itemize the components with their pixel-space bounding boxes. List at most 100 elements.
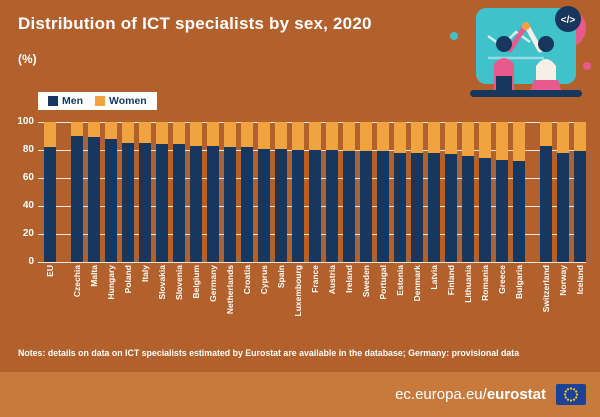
bar-column <box>479 122 491 262</box>
bar-men-segment <box>139 143 151 262</box>
bar-men-segment <box>377 151 389 262</box>
bar-men-segment <box>411 152 423 262</box>
bar-column <box>122 122 134 262</box>
bar-column <box>292 122 304 262</box>
x-axis-label: Iceland <box>575 265 585 295</box>
code-icon: </> <box>555 6 581 32</box>
footer-url-bold: eurostat <box>486 386 546 403</box>
bar-women-segment <box>224 122 236 148</box>
y-axis-tick-label: 60 <box>22 172 34 183</box>
x-axis-label: Netherlands <box>225 265 235 315</box>
bar-women-segment <box>122 122 134 143</box>
x-axis-label: Greece <box>497 265 507 294</box>
bar-column <box>105 122 117 262</box>
x-axis-label: Estonia <box>395 265 405 296</box>
bar-men-segment <box>394 152 406 262</box>
notes-text: Notes: details on data on ICT specialist… <box>18 348 520 358</box>
bar-women-segment <box>309 122 321 150</box>
footer-band: ec.europa.eu/eurostat <box>0 372 600 417</box>
bar-women-segment <box>326 122 338 150</box>
bar-men-segment <box>173 144 185 262</box>
bar-column <box>173 122 185 262</box>
x-axis-label: Norway <box>558 265 568 296</box>
x-axis-label: Spain <box>276 265 286 289</box>
xlabels-row: EU Czechia Malta Hungary Poland Italy Slovakia… <box>38 265 586 345</box>
bar-column <box>309 122 321 262</box>
bar-women-segment <box>557 122 569 153</box>
bar-column <box>139 122 151 262</box>
bar-men-segment <box>343 151 355 262</box>
bar-column <box>44 122 56 262</box>
bar-men-segment <box>207 145 219 262</box>
bar-column <box>360 122 372 262</box>
bar-column <box>574 122 586 262</box>
bar-column <box>496 122 508 262</box>
eu-flag-logo <box>556 384 586 405</box>
bar-men-segment <box>122 143 134 262</box>
bar-women-segment <box>292 122 304 150</box>
x-axis-label: Portugal <box>378 265 388 300</box>
x-axis-label: Hungary <box>106 265 116 300</box>
bar-men-segment <box>496 159 508 262</box>
bar-women-segment <box>139 122 151 143</box>
bar-women-segment <box>394 122 406 153</box>
legend: Men Women <box>38 92 157 110</box>
bar-men-segment <box>275 148 287 262</box>
legend-item-women: Women <box>95 95 147 107</box>
y-axis-tick-label: 0 <box>28 256 34 267</box>
x-axis-label: Bulgaria <box>514 265 524 300</box>
legend-label-women: Women <box>109 95 147 107</box>
bar-men-segment <box>309 150 321 262</box>
bar-column <box>88 122 100 262</box>
footer-url: ec.europa.eu/eurostat <box>395 386 546 403</box>
bar-column <box>540 122 552 262</box>
bar-women-segment <box>190 122 202 146</box>
bar-men-segment <box>44 147 56 262</box>
bar-men-segment <box>540 145 552 262</box>
bar-men-segment <box>292 150 304 262</box>
bar-men-segment <box>224 147 236 262</box>
bar-women-segment <box>156 122 168 145</box>
bar-women-segment <box>173 122 185 145</box>
bar-column <box>428 122 440 262</box>
bar-men-segment <box>71 136 83 262</box>
unit-label: (%) <box>18 52 37 66</box>
bar-women-segment <box>360 122 372 152</box>
bar-men-segment <box>258 148 270 262</box>
bar-women-segment <box>428 122 440 153</box>
bars-row <box>38 122 586 262</box>
bar-men-segment <box>479 158 491 262</box>
bar-men-segment <box>241 147 253 262</box>
bar-men-segment <box>88 137 100 262</box>
bar-column <box>71 122 83 262</box>
x-axis-label: France <box>310 265 320 293</box>
x-axis-label: Lithuania <box>463 265 473 303</box>
bar-column <box>377 122 389 262</box>
legend-item-men: Men <box>48 95 83 107</box>
bar-men-segment <box>462 155 474 262</box>
bar-men-segment <box>428 152 440 262</box>
x-axis-label: Austria <box>327 265 337 295</box>
bar-men-segment <box>574 151 586 262</box>
x-axis-label: Slovakia <box>157 265 167 300</box>
x-axis-label: Latvia <box>429 265 439 290</box>
legend-swatch-women <box>95 96 105 106</box>
x-axis-label: Finland <box>446 265 456 296</box>
bar-column <box>411 122 423 262</box>
x-axis-label: Slovenia <box>174 265 184 300</box>
bar-women-segment <box>88 122 100 138</box>
legend-label-men: Men <box>62 95 83 107</box>
bar-women-segment <box>241 122 253 148</box>
x-axis-label: Ireland <box>344 265 354 293</box>
bar-women-segment <box>275 122 287 149</box>
bar-column <box>394 122 406 262</box>
bar-men-segment <box>190 145 202 262</box>
bar-women-segment <box>44 122 56 148</box>
bar-women-segment <box>540 122 552 146</box>
bar-column <box>462 122 474 262</box>
bar-women-segment <box>411 122 423 153</box>
x-axis-label: Croatia <box>242 265 252 295</box>
x-axis-label: Switzerland <box>541 265 551 313</box>
y-axis-tick-label: 20 <box>22 228 34 239</box>
